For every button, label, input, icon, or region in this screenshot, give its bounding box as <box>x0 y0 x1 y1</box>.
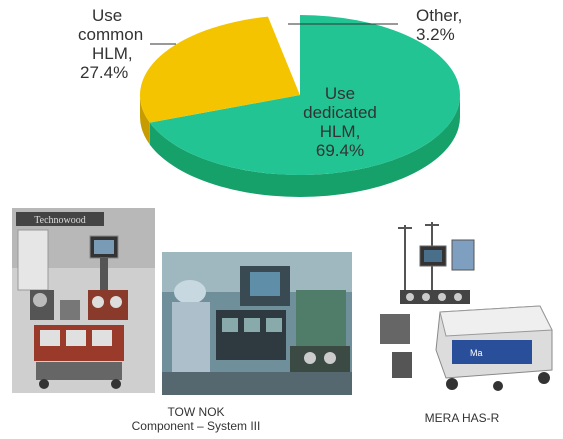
pie-slice-dedicated <box>149 15 460 176</box>
caption-tow-nok: TOW NOK Component – System III <box>131 405 261 433</box>
booth-sign: Technowood <box>34 215 86 226</box>
leader-lines <box>150 23 398 45</box>
pie-slice-common <box>140 16 300 123</box>
photo-mera-has-r: Ma <box>380 222 553 391</box>
svg-text:Ma: Ma <box>470 348 483 358</box>
pie-side-dedicated <box>149 95 460 197</box>
caption-mera-has-r: MERA HAS-R <box>424 411 500 425</box>
pie-chart-top <box>140 15 460 176</box>
photo-tow-nok-system: Technowood <box>12 208 155 393</box>
label-use-dedicated-hlm: Use dedicated HLM, 69.4% <box>303 84 377 160</box>
label-use-common-hlm: Use common HLM, 27.4% <box>78 6 144 82</box>
pie-side-common <box>140 95 150 145</box>
photo-operating-room <box>162 252 352 395</box>
pie-slice-other <box>268 15 300 95</box>
label-other: Other, 3.2% <box>416 6 463 44</box>
pie-chart-side <box>140 95 460 197</box>
